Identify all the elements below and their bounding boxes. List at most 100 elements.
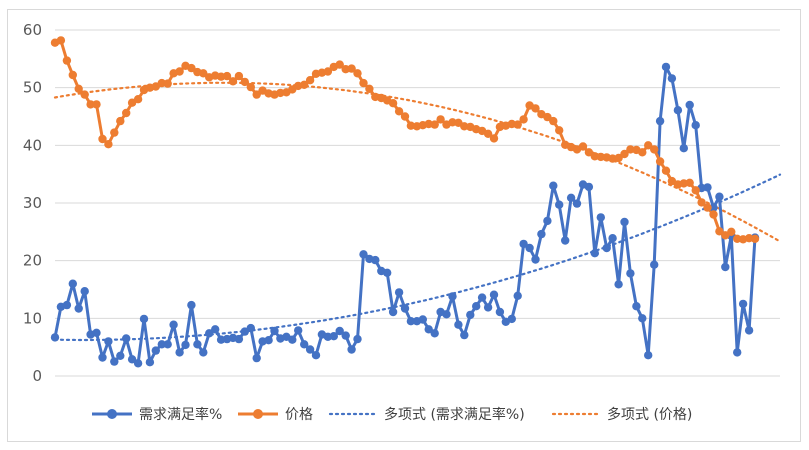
- data-point: [436, 115, 445, 124]
- data-point: [294, 326, 303, 335]
- data-point: [199, 348, 208, 357]
- data-point: [175, 67, 184, 76]
- data-point: [151, 346, 160, 355]
- data-point: [483, 303, 493, 312]
- data-point: [394, 107, 404, 116]
- data-point: [199, 69, 208, 78]
- data-point: [394, 288, 404, 297]
- data-point: [353, 69, 362, 78]
- y-tick-label: 60: [23, 21, 42, 39]
- legend-marker: [253, 409, 263, 419]
- data-point: [383, 268, 392, 277]
- data-point: [104, 140, 113, 149]
- data-point: [489, 134, 499, 143]
- data-point: [145, 358, 155, 367]
- data-point: [74, 304, 83, 313]
- data-point: [650, 260, 659, 269]
- data-point: [507, 314, 516, 324]
- data-point: [537, 229, 546, 239]
- data-point: [614, 280, 623, 289]
- data-point: [104, 337, 113, 346]
- data-point: [169, 320, 178, 329]
- data-point: [578, 142, 588, 151]
- data-point: [240, 77, 249, 87]
- data-point: [359, 78, 368, 88]
- data-point: [288, 335, 297, 344]
- data-point: [122, 108, 131, 118]
- data-point: [311, 351, 321, 360]
- data-point: [448, 292, 457, 301]
- data-point: [181, 340, 190, 350]
- data-point: [667, 74, 677, 83]
- data-point: [388, 99, 398, 108]
- data-point: [626, 145, 635, 154]
- data-point: [442, 310, 451, 319]
- data-point: [270, 326, 279, 336]
- data-point: [234, 334, 244, 344]
- data-point: [359, 250, 368, 259]
- y-tick-label: 50: [23, 79, 42, 97]
- data-point: [252, 90, 261, 99]
- data-point: [549, 181, 558, 190]
- data-point: [483, 129, 493, 138]
- data-point: [519, 115, 528, 124]
- data-point: [703, 183, 712, 192]
- data-point: [472, 302, 481, 311]
- data-point: [454, 320, 463, 329]
- data-point: [305, 76, 315, 85]
- data-point: [193, 340, 202, 349]
- data-point: [715, 227, 724, 236]
- data-point: [246, 82, 255, 92]
- data-point: [590, 249, 599, 258]
- data-point: [246, 323, 255, 333]
- data-point: [638, 148, 647, 157]
- data-point: [555, 200, 564, 209]
- data-point: [98, 134, 107, 144]
- data-point: [116, 351, 125, 360]
- data-point: [187, 300, 196, 310]
- data-point: [157, 340, 166, 349]
- data-point: [264, 336, 273, 345]
- data-point: [62, 300, 72, 310]
- trendline-0: [53, 173, 782, 342]
- series-points: [50, 36, 760, 368]
- legend: 需求满足率% 价格 多项式 (需求满足率%) 多项式 (价格): [92, 406, 692, 423]
- data-point: [519, 239, 528, 249]
- data-point: [644, 351, 653, 360]
- data-point: [305, 345, 315, 354]
- data-point: [418, 315, 427, 324]
- data-point: [371, 255, 380, 265]
- data-point: [430, 329, 439, 338]
- data-point: [228, 77, 238, 86]
- data-point: [602, 243, 611, 253]
- y-tick-label: 0: [32, 367, 42, 385]
- data-point: [738, 299, 748, 309]
- data-point: [341, 331, 350, 340]
- data-point: [691, 121, 700, 130]
- data-point: [430, 120, 439, 129]
- data-point: [365, 84, 374, 94]
- data-point: [133, 95, 143, 104]
- data-point: [205, 329, 214, 338]
- data-point: [460, 330, 469, 340]
- data-point: [644, 141, 653, 150]
- data-point: [584, 148, 594, 157]
- data-point: [163, 340, 172, 349]
- legend-label: 需求满足率%: [139, 406, 222, 423]
- series-line-0: [53, 65, 757, 365]
- data-point: [335, 60, 344, 69]
- data-point: [347, 64, 356, 73]
- y-tick-label: 10: [23, 309, 42, 327]
- data-point: [353, 334, 362, 344]
- data-point: [466, 310, 475, 320]
- data-point: [98, 353, 107, 362]
- data-point: [697, 198, 706, 207]
- data-point: [632, 302, 641, 311]
- data-point: [626, 269, 635, 278]
- data-point: [127, 355, 137, 364]
- data-point: [709, 210, 718, 219]
- data-point: [300, 340, 309, 349]
- series-lines: [53, 38, 757, 365]
- data-point: [715, 192, 724, 201]
